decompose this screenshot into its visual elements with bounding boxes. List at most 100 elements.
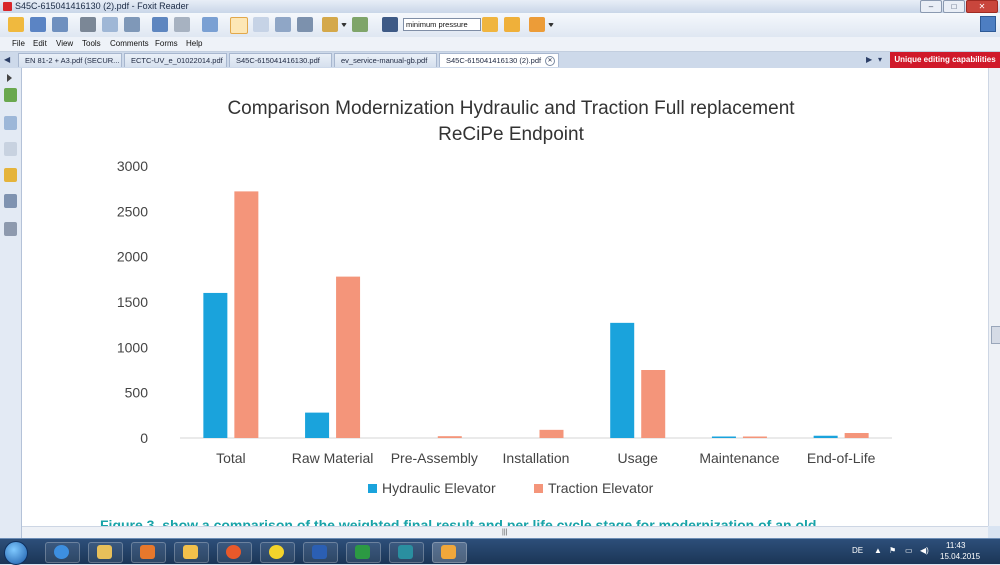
chart-title: Comparison Modernization Hydraulic and T… <box>227 98 795 119</box>
select-text-icon[interactable] <box>275 17 291 32</box>
pages-icon[interactable] <box>202 17 218 32</box>
bar <box>711 436 736 438</box>
horizontal-scroll-grip[interactable]: ||| <box>502 529 508 536</box>
language-indicator[interactable]: DE <box>852 546 864 555</box>
tab-s45c[interactable]: S45C-615041416130.pdf <box>229 53 332 67</box>
tab-s45c-2[interactable]: S45C-615041416130 (2).pdf ✕ <box>439 53 559 67</box>
comment-tool-icon[interactable] <box>529 17 545 32</box>
tab-scroll-right-icon[interactable]: ▶ <box>866 55 873 64</box>
scanner-icon[interactable] <box>174 17 190 32</box>
promo-banner[interactable]: Unique editing capabilities <box>890 52 1000 68</box>
taskbar-foxit[interactable] <box>432 542 467 563</box>
y-tick-label: 1500 <box>117 294 148 310</box>
menu-file[interactable]: File <box>12 39 25 48</box>
vertical-scrollbar[interactable] <box>988 68 1000 526</box>
comment-dropdown-icon[interactable] <box>548 23 554 27</box>
clock-date[interactable]: 15.04.2015 <box>940 552 981 561</box>
tab-scroll-left-icon[interactable]: ◀ <box>4 55 11 64</box>
taskbar-outlook[interactable] <box>174 542 209 563</box>
close-button[interactable]: ✕ <box>966 0 998 13</box>
start-button[interactable] <box>4 541 28 565</box>
menu-view[interactable]: View <box>56 39 74 48</box>
bar <box>539 429 564 438</box>
taskbar-explorer[interactable] <box>88 542 123 563</box>
hand-tool-icon[interactable] <box>230 17 248 34</box>
select-cursor-icon[interactable] <box>253 17 269 32</box>
signatures-panel-icon[interactable] <box>4 222 17 236</box>
x-tick-label: Pre-Assembly <box>391 450 478 466</box>
volume-icon[interactable]: ◀) <box>920 546 929 555</box>
comments-panel-icon[interactable] <box>4 168 17 182</box>
x-tick-label: Installation <box>503 450 570 466</box>
document-tab-bar: ◀ EN 81-2 + A3.pdf (SECUR... ECTC-UV_e_0… <box>0 52 1000 69</box>
bar <box>641 370 666 438</box>
y-tick-label: 1000 <box>117 339 148 355</box>
find-previous-icon[interactable] <box>482 17 498 32</box>
pen-icon[interactable] <box>352 17 368 32</box>
tab-ectc[interactable]: ECTC-UV_e_01022014.pdf <box>124 53 227 67</box>
bookmarks-panel-icon[interactable] <box>4 116 17 130</box>
tab-list-icon[interactable]: ▾ <box>878 55 883 64</box>
maximize-button[interactable]: □ <box>943 0 965 13</box>
tab-ev-service[interactable]: ev_service-manual-gb.pdf <box>334 53 437 67</box>
email-icon[interactable] <box>102 17 118 32</box>
bar <box>203 292 228 438</box>
notes-icon <box>398 545 413 559</box>
restore-view-icon[interactable] <box>980 16 996 32</box>
clock-time[interactable]: 11:43 <box>946 541 966 550</box>
y-tick-label: 500 <box>125 385 149 401</box>
title-bar: S45C-615041416130 (2).pdf - Foxit Reader… <box>0 0 1000 13</box>
menu-tools[interactable]: Tools <box>82 39 101 48</box>
sync-icon <box>269 545 284 559</box>
open-folder-icon[interactable] <box>8 17 24 32</box>
close-tab-icon[interactable]: ✕ <box>545 56 555 66</box>
minimize-button[interactable]: – <box>920 0 942 13</box>
figure-caption: Figure 3. show a comparison of the weigh… <box>100 517 816 526</box>
taskbar-word[interactable] <box>303 542 338 563</box>
horizontal-scrollbar[interactable]: ||| <box>22 526 988 539</box>
save-all-icon[interactable] <box>52 17 68 32</box>
show-hidden-icons[interactable]: ▲ <box>874 546 882 555</box>
bar-chart: Comparison Modernization Hydraulic and T… <box>100 98 892 526</box>
monitor-icon[interactable] <box>152 17 168 32</box>
x-tick-label: Usage <box>617 450 658 466</box>
taskbar-excel[interactable] <box>346 542 381 563</box>
properties-icon[interactable] <box>124 17 140 32</box>
typewriter-icon[interactable] <box>322 17 338 32</box>
bar <box>234 191 259 438</box>
taskbar-media[interactable] <box>131 542 166 563</box>
pages-panel-icon[interactable] <box>4 88 17 102</box>
find-next-icon[interactable] <box>504 17 520 32</box>
foxit-reader-icon <box>441 545 456 559</box>
menu-forms[interactable]: Forms <box>155 39 178 48</box>
attachments-panel-icon[interactable] <box>4 194 17 208</box>
print-icon[interactable] <box>80 17 96 32</box>
menu-bar: File Edit View Tools Comments Forms Help <box>0 37 1000 52</box>
taskbar-sync[interactable] <box>260 542 295 563</box>
expand-panel-icon[interactable] <box>7 74 12 82</box>
save-icon[interactable] <box>30 17 46 32</box>
bar <box>844 433 869 438</box>
vertical-scroll-thumb[interactable] <box>991 326 1000 344</box>
excel-icon <box>355 545 370 559</box>
folder-icon <box>97 545 112 559</box>
internet-explorer-icon <box>54 545 69 559</box>
bar <box>610 322 635 438</box>
taskbar-ie[interactable] <box>45 542 80 563</box>
snapshot-icon[interactable] <box>297 17 313 32</box>
taskbar-firefox[interactable] <box>217 542 252 563</box>
menu-comments[interactable]: Comments <box>110 39 149 48</box>
binoculars-icon[interactable] <box>382 17 398 32</box>
flag-icon[interactable]: ⚑ <box>889 546 897 555</box>
bar <box>336 276 361 438</box>
search-input[interactable] <box>403 18 481 31</box>
dropdown-arrow-icon[interactable] <box>341 23 347 27</box>
pdf-page: Comparison Modernization Hydraulic and T… <box>22 68 988 526</box>
menu-edit[interactable]: Edit <box>33 39 47 48</box>
bar <box>742 436 767 438</box>
menu-help[interactable]: Help <box>186 39 203 48</box>
taskbar-publisher[interactable] <box>389 542 424 563</box>
network-icon[interactable]: ▭ <box>905 546 913 555</box>
tab-en81[interactable]: EN 81-2 + A3.pdf (SECUR... <box>18 53 122 67</box>
layers-panel-icon[interactable] <box>4 142 17 156</box>
